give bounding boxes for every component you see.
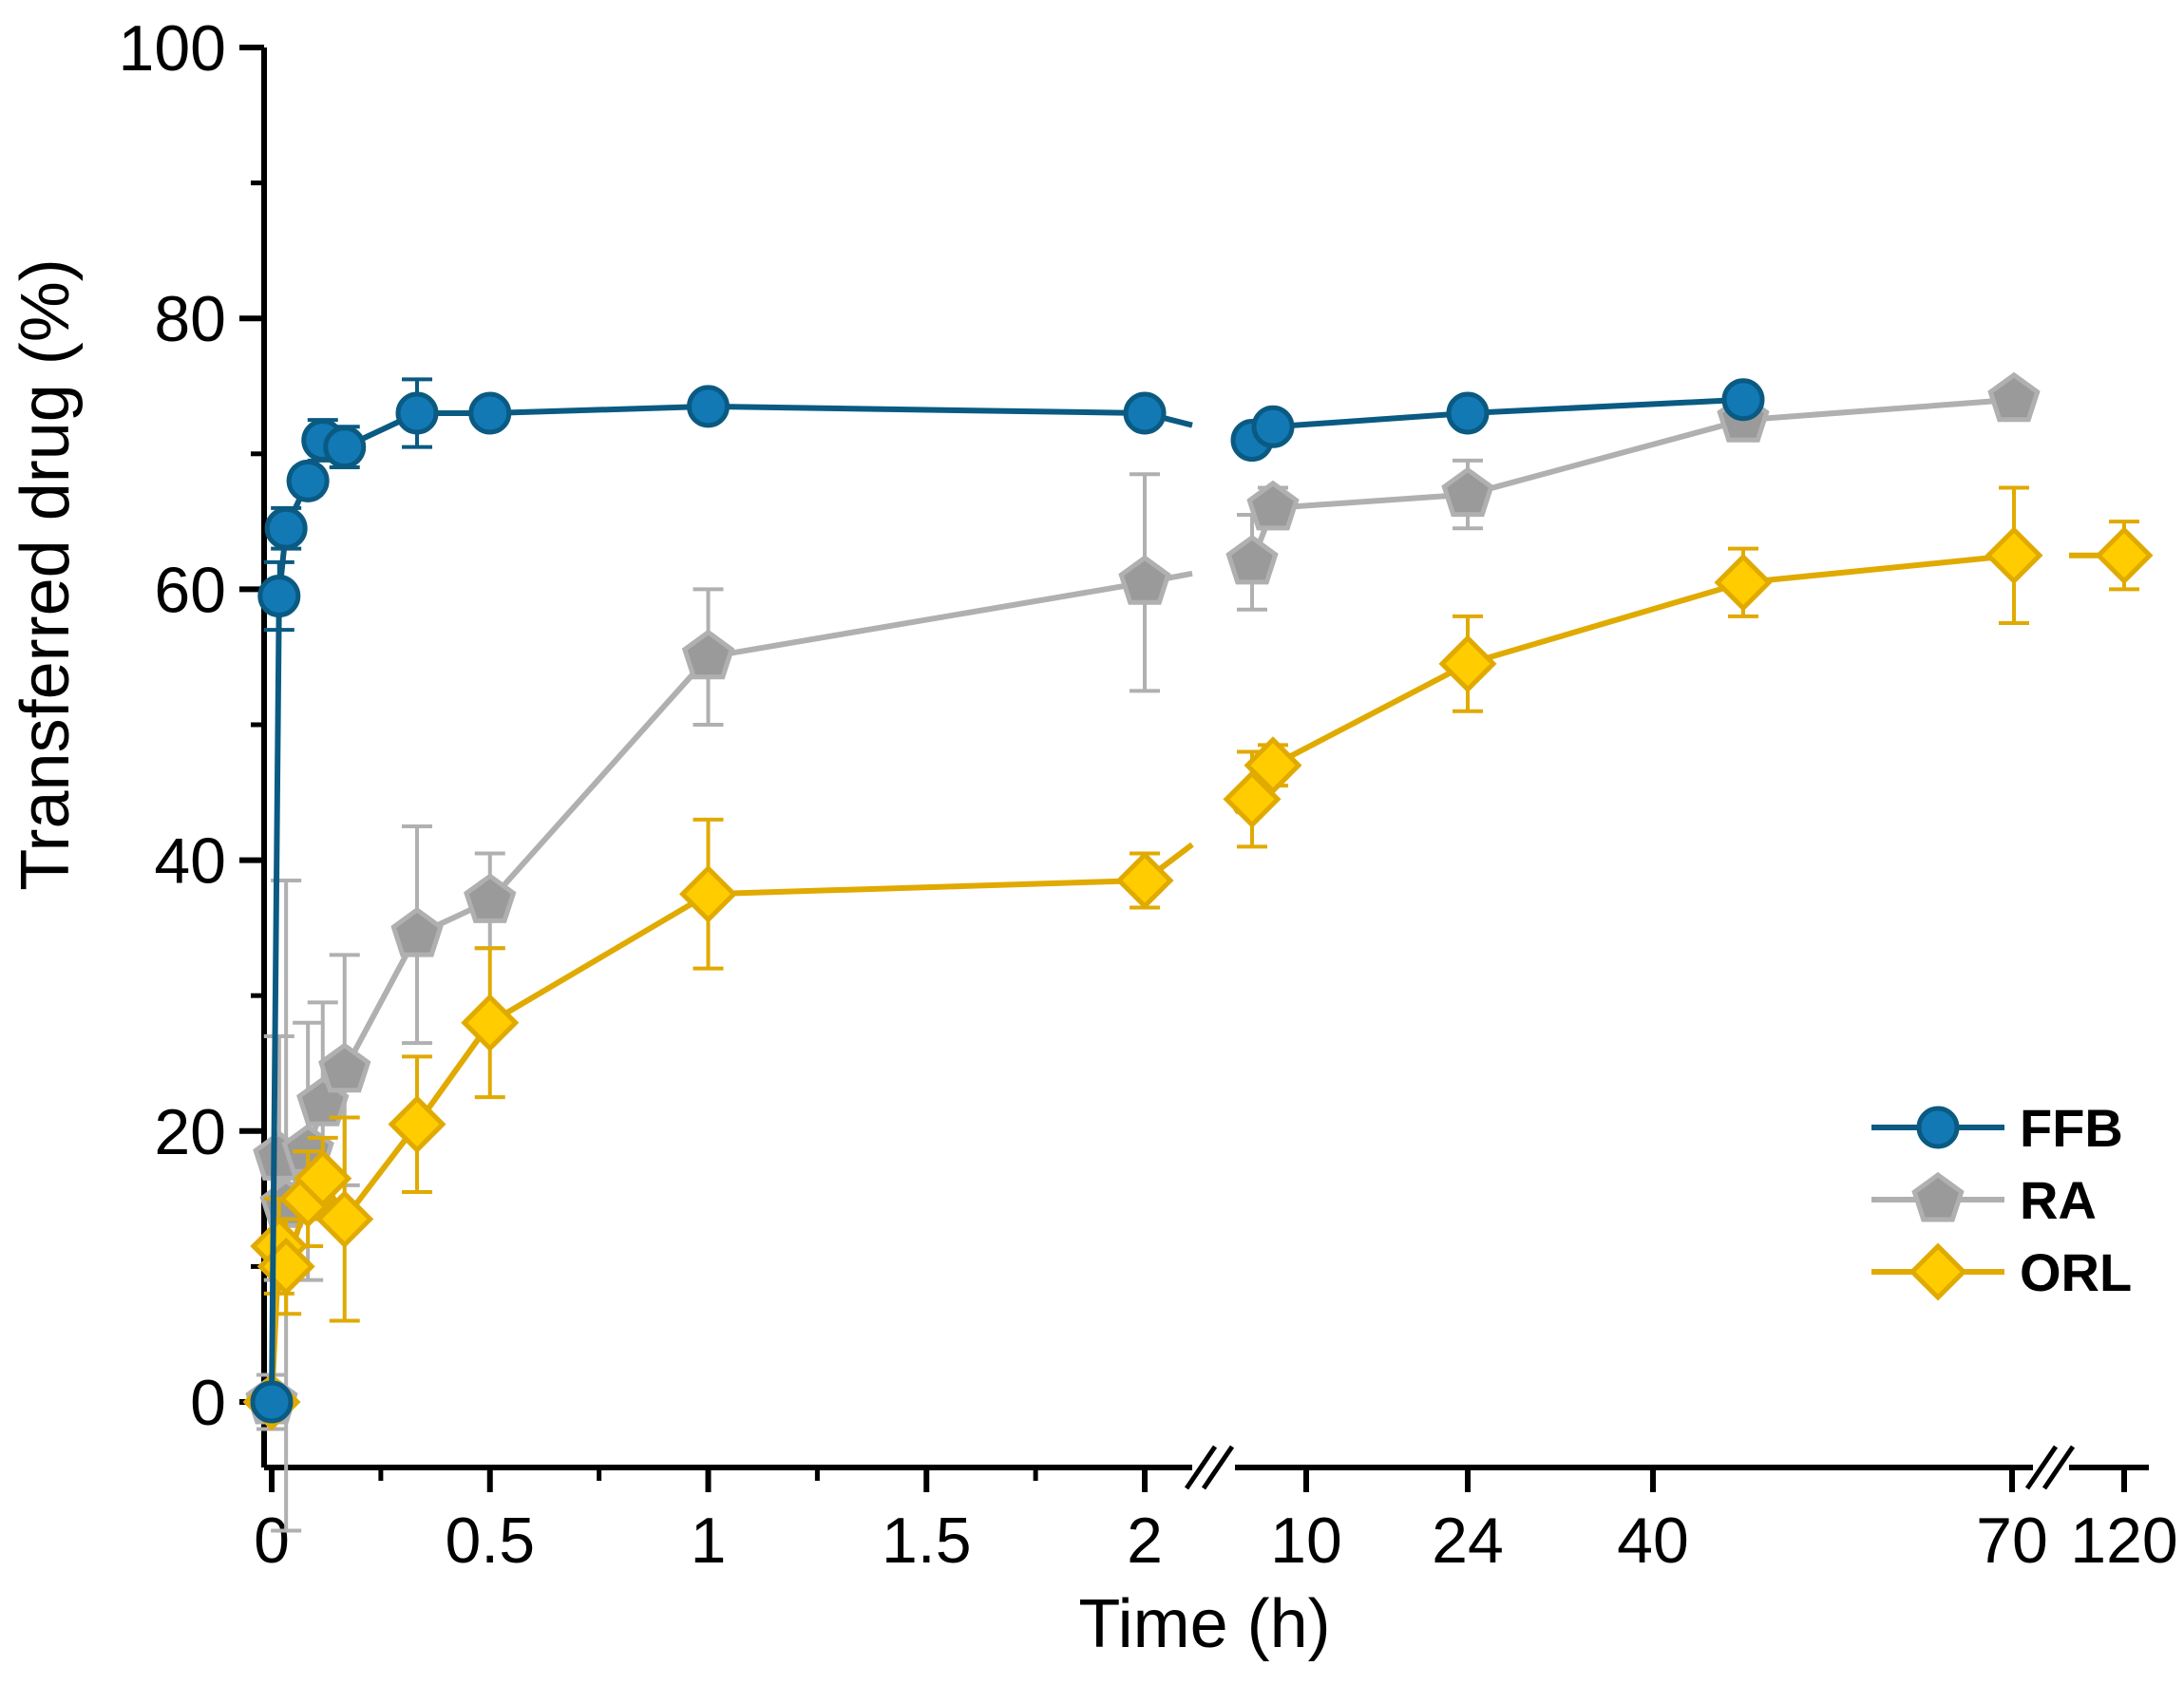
ffb-point bbox=[687, 385, 730, 428]
ra-point bbox=[1225, 534, 1279, 585]
ffb-point bbox=[257, 575, 301, 618]
ffb-point bbox=[264, 506, 308, 550]
ra-point bbox=[1987, 371, 2041, 423]
axis-break-mark bbox=[2042, 1445, 2076, 1490]
orl-point bbox=[315, 1189, 374, 1249]
x-tick-label: 2 bbox=[1127, 1505, 1163, 1577]
x-tick-label: 0 bbox=[254, 1505, 290, 1577]
y-tick-label: 60 bbox=[154, 554, 226, 626]
x-tick-label: 1.5 bbox=[882, 1505, 972, 1577]
orl-line bbox=[1233, 552, 2033, 815]
ra-point bbox=[1118, 555, 1171, 605]
orl-point bbox=[2095, 526, 2154, 585]
y-tick-label: 20 bbox=[154, 1096, 226, 1168]
x-axis-title: Time (h) bbox=[1078, 1586, 1330, 1662]
x-tick-label: 1 bbox=[691, 1505, 727, 1577]
orl-point bbox=[294, 1149, 352, 1208]
ffb-point bbox=[250, 1380, 294, 1424]
x-tick-label: 24 bbox=[1432, 1505, 1504, 1577]
orl-point bbox=[678, 864, 738, 923]
legend: FFB RA ORL bbox=[1871, 1098, 2132, 1302]
orl-point bbox=[1115, 851, 1174, 910]
x-tick-label: 10 bbox=[1270, 1505, 1342, 1577]
ffb-point bbox=[468, 391, 512, 435]
orl-point bbox=[388, 1095, 446, 1154]
ffb-line bbox=[1234, 396, 1744, 444]
ffb-point bbox=[286, 459, 330, 502]
legend-label-orl: ORL bbox=[2020, 1242, 2132, 1302]
ffb-point bbox=[1251, 405, 1295, 448]
ra-line bbox=[1234, 396, 2015, 569]
axes: 0 20 40 60 80 100 0 0.5 1 1.5 2 10 24 40 70 120 bbox=[119, 12, 2178, 1577]
ffb-point bbox=[323, 426, 367, 469]
plot-area bbox=[242, 371, 2154, 1533]
legend-label-ffb: FFB bbox=[2020, 1098, 2123, 1158]
y-axis-title: Transferred drug (%) bbox=[8, 258, 84, 891]
y-tick-label: 40 bbox=[154, 825, 226, 898]
ra-point bbox=[464, 873, 517, 923]
orl-point bbox=[461, 994, 520, 1052]
orl-point bbox=[1438, 634, 1497, 693]
ffb-point bbox=[1446, 391, 1490, 435]
ra-point bbox=[390, 906, 444, 957]
x-tick-label: 0.5 bbox=[445, 1505, 535, 1577]
legend-label-ra: RA bbox=[2020, 1170, 2097, 1230]
axis-break-mark bbox=[1201, 1445, 1235, 1490]
ffb-point bbox=[395, 391, 439, 435]
y-tick-label: 0 bbox=[190, 1367, 226, 1439]
orl-point bbox=[1223, 769, 1282, 828]
ra-point bbox=[681, 629, 735, 680]
x-tick-label: 70 bbox=[1976, 1505, 2048, 1577]
axis-break-mark bbox=[2024, 1445, 2059, 1490]
ffb-point bbox=[1721, 378, 1765, 422]
legend-marker-orl bbox=[1909, 1242, 1967, 1301]
x-tick-label: 120 bbox=[2070, 1505, 2177, 1577]
orl-point bbox=[1714, 553, 1773, 612]
ffb-line bbox=[269, 403, 1193, 1403]
orl-point bbox=[1244, 736, 1302, 795]
orl-point bbox=[1985, 526, 2043, 585]
series-ra bbox=[245, 371, 2041, 1533]
ra-point bbox=[318, 1042, 371, 1093]
y-tick-label: 80 bbox=[154, 283, 226, 355]
ffb-point bbox=[1123, 391, 1167, 435]
series-orl bbox=[242, 485, 2154, 1431]
legend-marker-ra bbox=[1911, 1171, 1965, 1222]
ra-line bbox=[269, 570, 1193, 1403]
ra-point bbox=[1441, 466, 1494, 518]
x-tick-label: 40 bbox=[1617, 1505, 1689, 1577]
series-ffb bbox=[250, 377, 1765, 1424]
legend-marker-ffb bbox=[1916, 1106, 1960, 1149]
ra-point bbox=[1246, 480, 1300, 531]
axis-break-mark bbox=[1184, 1445, 1218, 1490]
y-tick-label: 100 bbox=[119, 12, 226, 85]
